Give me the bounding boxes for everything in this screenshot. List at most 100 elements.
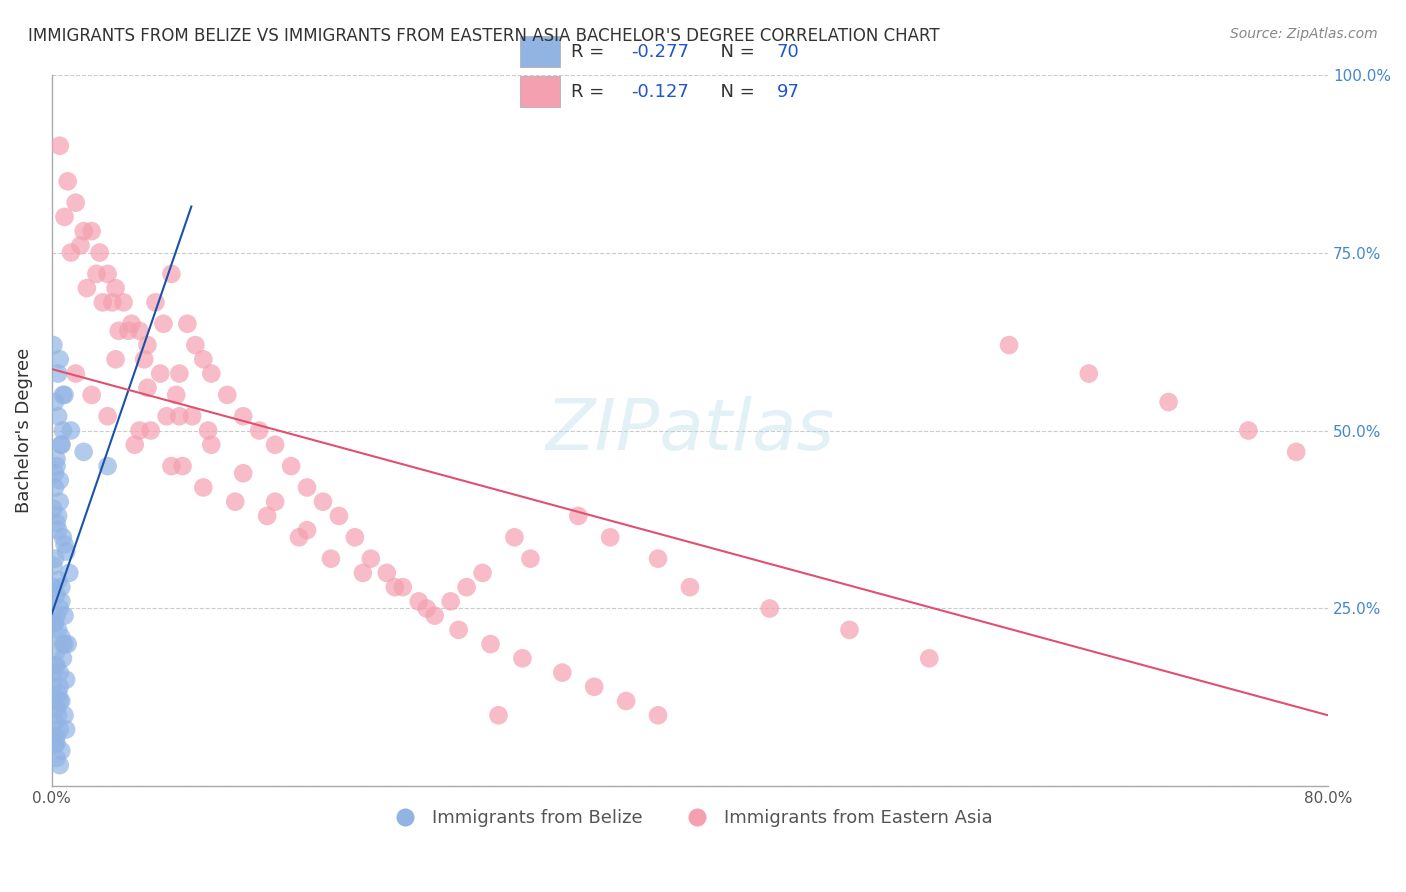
Immigrants from Belize bbox=[46, 623, 69, 637]
Immigrants from Belize bbox=[53, 388, 76, 402]
Immigrants from Eastern Asia bbox=[128, 324, 150, 338]
Immigrants from Eastern Asia bbox=[384, 580, 406, 594]
Immigrants from Eastern Asia bbox=[447, 623, 470, 637]
Immigrants from Eastern Asia bbox=[647, 708, 669, 723]
Immigrants from Eastern Asia bbox=[408, 594, 430, 608]
Immigrants from Eastern Asia bbox=[128, 424, 150, 438]
Immigrants from Eastern Asia bbox=[375, 566, 398, 580]
Immigrants from Belize bbox=[46, 523, 69, 537]
Immigrants from Belize bbox=[48, 694, 70, 708]
Immigrants from Eastern Asia bbox=[471, 566, 494, 580]
Immigrants from Eastern Asia bbox=[295, 523, 318, 537]
Immigrants from Belize bbox=[42, 558, 65, 573]
Immigrants from Eastern Asia bbox=[217, 388, 239, 402]
Immigrants from Belize bbox=[48, 723, 70, 737]
Immigrants from Eastern Asia bbox=[65, 367, 87, 381]
Immigrants from Belize bbox=[52, 530, 75, 544]
Immigrants from Eastern Asia bbox=[121, 317, 143, 331]
Immigrants from Eastern Asia bbox=[139, 424, 162, 438]
Immigrants from Eastern Asia bbox=[295, 480, 318, 494]
Immigrants from Eastern Asia bbox=[169, 367, 191, 381]
Immigrants from Eastern Asia bbox=[360, 551, 382, 566]
Text: -0.127: -0.127 bbox=[631, 83, 689, 101]
Immigrants from Belize bbox=[45, 730, 67, 744]
Immigrants from Eastern Asia bbox=[232, 467, 254, 481]
Immigrants from Belize bbox=[51, 580, 73, 594]
Immigrants from Belize bbox=[44, 737, 66, 751]
Immigrants from Belize bbox=[51, 630, 73, 644]
Immigrants from Belize bbox=[52, 651, 75, 665]
Immigrants from Eastern Asia bbox=[998, 338, 1021, 352]
Immigrants from Belize bbox=[42, 694, 65, 708]
Immigrants from Eastern Asia bbox=[112, 295, 135, 310]
Immigrants from Eastern Asia bbox=[172, 459, 194, 474]
Immigrants from Eastern Asia bbox=[838, 623, 860, 637]
Immigrants from Belize bbox=[46, 687, 69, 701]
Immigrants from Eastern Asia bbox=[160, 267, 183, 281]
Immigrants from Eastern Asia bbox=[280, 459, 302, 474]
Immigrants from Eastern Asia bbox=[97, 409, 120, 424]
Immigrants from Belize bbox=[44, 715, 66, 730]
Text: IMMIGRANTS FROM BELIZE VS IMMIGRANTS FROM EASTERN ASIA BACHELOR'S DEGREE CORRELA: IMMIGRANTS FROM BELIZE VS IMMIGRANTS FRO… bbox=[28, 27, 939, 45]
Immigrants from Eastern Asia bbox=[647, 551, 669, 566]
Immigrants from Eastern Asia bbox=[415, 601, 437, 615]
Immigrants from Eastern Asia bbox=[65, 195, 87, 210]
Immigrants from Belize bbox=[51, 694, 73, 708]
Immigrants from Belize bbox=[73, 445, 96, 459]
Immigrants from Belize bbox=[53, 537, 76, 551]
Immigrants from Belize bbox=[45, 751, 67, 765]
Immigrants from Belize bbox=[42, 665, 65, 680]
Y-axis label: Bachelor's Degree: Bachelor's Degree bbox=[15, 348, 32, 513]
Legend: Immigrants from Belize, Immigrants from Eastern Asia: Immigrants from Belize, Immigrants from … bbox=[380, 802, 1000, 834]
Immigrants from Belize bbox=[58, 566, 80, 580]
Immigrants from Eastern Asia bbox=[256, 508, 278, 523]
Immigrants from Belize bbox=[52, 424, 75, 438]
Immigrants from Belize bbox=[42, 580, 65, 594]
Immigrants from Eastern Asia bbox=[53, 210, 76, 224]
Immigrants from Belize bbox=[42, 338, 65, 352]
Immigrants from Belize bbox=[53, 637, 76, 651]
Immigrants from Eastern Asia bbox=[312, 494, 335, 508]
Immigrants from Eastern Asia bbox=[352, 566, 374, 580]
Immigrants from Belize bbox=[55, 723, 77, 737]
Immigrants from Belize bbox=[48, 601, 70, 615]
Immigrants from Belize bbox=[55, 673, 77, 687]
Immigrants from Eastern Asia bbox=[488, 708, 510, 723]
Immigrants from Belize bbox=[52, 388, 75, 402]
Text: N =: N = bbox=[709, 83, 761, 101]
Immigrants from Eastern Asia bbox=[197, 424, 219, 438]
Text: R =: R = bbox=[571, 83, 610, 101]
Immigrants from Eastern Asia bbox=[136, 338, 159, 352]
Immigrants from Eastern Asia bbox=[264, 494, 287, 508]
Immigrants from Eastern Asia bbox=[181, 409, 204, 424]
Immigrants from Eastern Asia bbox=[165, 388, 187, 402]
Immigrants from Belize bbox=[44, 615, 66, 630]
Immigrants from Eastern Asia bbox=[152, 317, 174, 331]
Immigrants from Belize bbox=[45, 608, 67, 623]
Immigrants from Belize bbox=[44, 551, 66, 566]
Immigrants from Eastern Asia bbox=[439, 594, 461, 608]
Immigrants from Eastern Asia bbox=[1285, 445, 1308, 459]
Immigrants from Belize bbox=[48, 473, 70, 487]
Immigrants from Eastern Asia bbox=[97, 267, 120, 281]
Immigrants from Eastern Asia bbox=[1237, 424, 1260, 438]
Immigrants from Belize bbox=[53, 708, 76, 723]
Immigrants from Belize bbox=[46, 367, 69, 381]
Immigrants from Eastern Asia bbox=[1077, 367, 1099, 381]
Immigrants from Eastern Asia bbox=[519, 551, 541, 566]
Immigrants from Eastern Asia bbox=[328, 508, 350, 523]
Immigrants from Eastern Asia bbox=[101, 295, 124, 310]
Immigrants from Eastern Asia bbox=[679, 580, 702, 594]
Immigrants from Belize bbox=[44, 480, 66, 494]
Immigrants from Eastern Asia bbox=[193, 352, 215, 367]
Immigrants from Belize bbox=[42, 730, 65, 744]
Immigrants from Eastern Asia bbox=[200, 438, 222, 452]
Immigrants from Eastern Asia bbox=[145, 295, 167, 310]
Immigrants from Belize bbox=[55, 544, 77, 558]
Immigrants from Belize bbox=[44, 395, 66, 409]
Immigrants from Eastern Asia bbox=[503, 530, 526, 544]
Immigrants from Belize bbox=[48, 665, 70, 680]
Immigrants from Eastern Asia bbox=[117, 324, 139, 338]
Immigrants from Belize bbox=[42, 680, 65, 694]
Immigrants from Eastern Asia bbox=[136, 381, 159, 395]
